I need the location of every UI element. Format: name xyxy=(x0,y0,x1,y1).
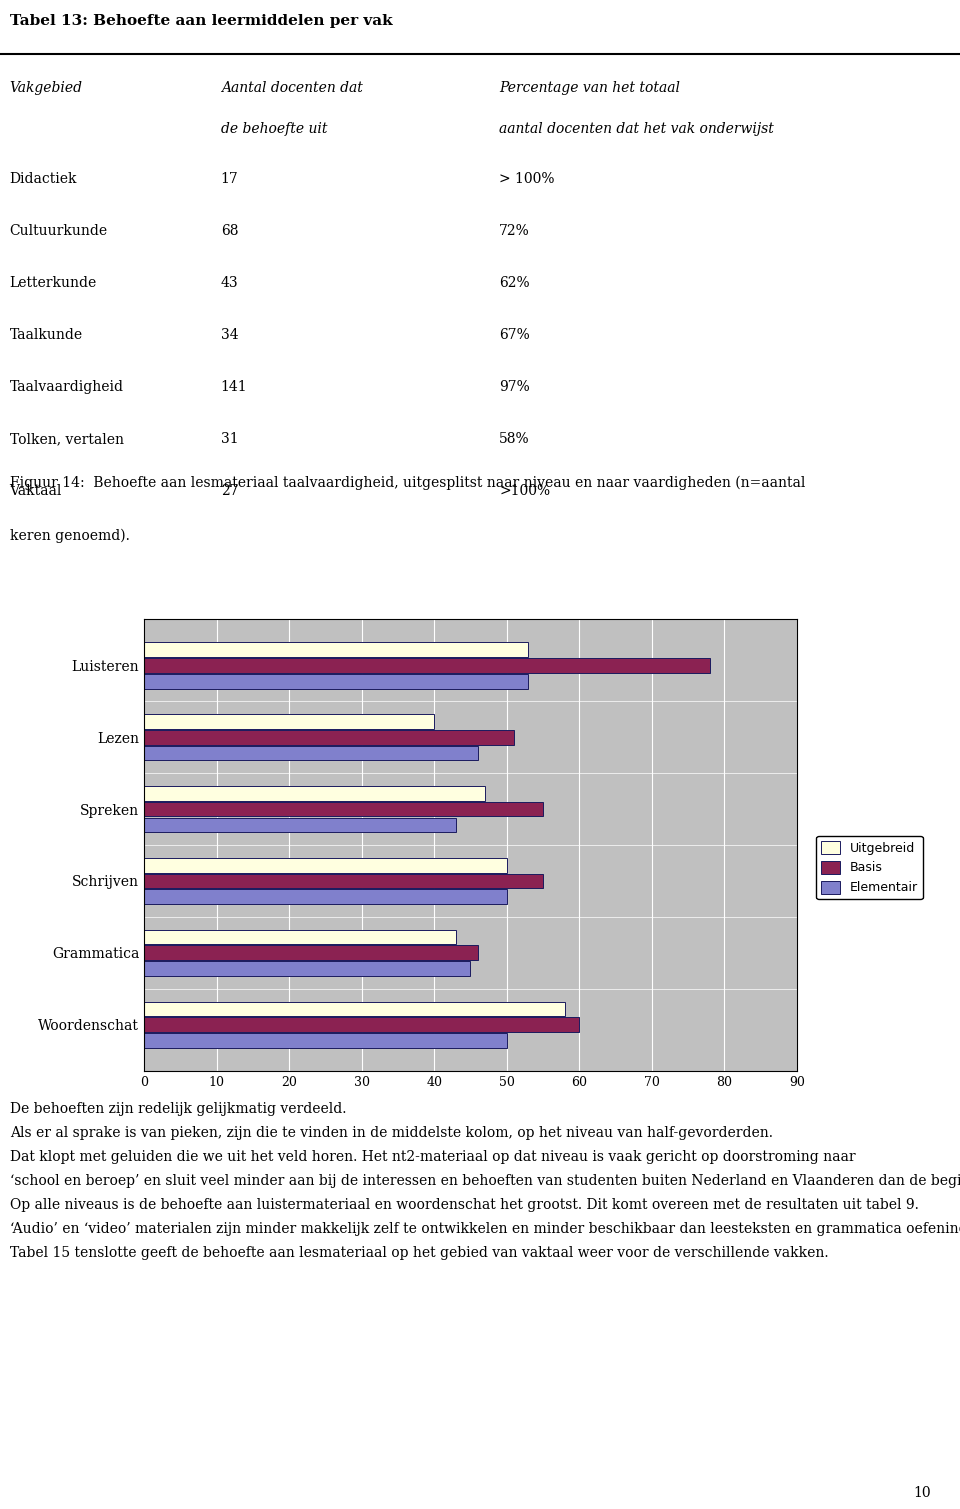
Text: 43: 43 xyxy=(221,276,238,290)
Text: De behoeften zijn redelijk gelijkmatig verdeeld.: De behoeften zijn redelijk gelijkmatig v… xyxy=(10,1102,347,1117)
Text: 141: 141 xyxy=(221,380,248,394)
Text: 10: 10 xyxy=(914,1486,931,1500)
Text: 72%: 72% xyxy=(499,225,530,238)
Text: >100%: >100% xyxy=(499,484,550,498)
Bar xyxy=(144,1002,564,1016)
Text: Vakgebied: Vakgebied xyxy=(10,81,83,95)
Text: 97%: 97% xyxy=(499,380,530,394)
Text: 34: 34 xyxy=(221,329,238,343)
Bar xyxy=(144,874,543,889)
Bar xyxy=(144,658,709,673)
Text: de behoefte uit: de behoefte uit xyxy=(221,122,327,136)
Text: 58%: 58% xyxy=(499,433,530,447)
Text: Tabel 15 tenslotte geeft de behoefte aan lesmateriaal op het gebied van vaktaal : Tabel 15 tenslotte geeft de behoefte aan… xyxy=(10,1246,828,1260)
Bar xyxy=(144,675,528,688)
Text: Als er al sprake is van pieken, zijn die te vinden in de middelste kolom, op het: Als er al sprake is van pieken, zijn die… xyxy=(10,1126,773,1141)
Bar xyxy=(144,745,478,761)
Text: Tolken, vertalen: Tolken, vertalen xyxy=(10,433,124,447)
Bar xyxy=(144,730,514,744)
Text: keren genoemd).: keren genoemd). xyxy=(10,528,130,543)
Bar xyxy=(144,801,543,816)
Text: Didactiek: Didactiek xyxy=(10,172,77,186)
Text: 31: 31 xyxy=(221,433,238,447)
Text: ‘school en beroep’ en sluit veel minder aan bij de interessen en behoeften van s: ‘school en beroep’ en sluit veel minder … xyxy=(10,1174,960,1188)
Text: 62%: 62% xyxy=(499,276,530,290)
Text: Percentage van het totaal: Percentage van het totaal xyxy=(499,81,681,95)
Text: 27: 27 xyxy=(221,484,238,498)
Text: 67%: 67% xyxy=(499,329,530,343)
Text: Letterkunde: Letterkunde xyxy=(10,276,97,290)
Bar xyxy=(144,643,528,656)
Bar xyxy=(144,889,507,904)
Bar xyxy=(144,786,485,801)
Bar xyxy=(144,857,507,872)
Text: Taalkunde: Taalkunde xyxy=(10,329,83,343)
Text: Tabel 13: Behoefte aan leermiddelen per vak: Tabel 13: Behoefte aan leermiddelen per … xyxy=(10,14,393,27)
Bar xyxy=(144,1034,507,1047)
Bar xyxy=(144,714,434,729)
Bar xyxy=(144,930,456,945)
Bar xyxy=(144,946,478,960)
Text: Cultuurkunde: Cultuurkunde xyxy=(10,225,108,238)
Text: Op alle niveaus is de behoefte aan luistermateriaal en woordenschat het grootst.: Op alle niveaus is de behoefte aan luist… xyxy=(10,1198,919,1212)
Text: Figuur 14:  Behoefte aan lesmateriaal taalvaardigheid, uitgesplitst naar niveau : Figuur 14: Behoefte aan lesmateriaal taa… xyxy=(10,475,805,490)
Legend: Uitgebreid, Basis, Elementair: Uitgebreid, Basis, Elementair xyxy=(816,836,923,899)
Text: Vaktaal: Vaktaal xyxy=(10,484,62,498)
Text: aantal docenten dat het vak onderwijst: aantal docenten dat het vak onderwijst xyxy=(499,122,774,136)
Text: 68: 68 xyxy=(221,225,238,238)
Text: Aantal docenten dat: Aantal docenten dat xyxy=(221,81,363,95)
Text: > 100%: > 100% xyxy=(499,172,555,186)
Text: Dat klopt met geluiden die we uit het veld horen. Het nt2-materiaal op dat nivea: Dat klopt met geluiden die we uit het ve… xyxy=(10,1150,855,1163)
Bar xyxy=(144,961,470,976)
Text: ‘Audio’ en ‘video’ materialen zijn minder makkelijk zelf te ontwikkelen en minde: ‘Audio’ en ‘video’ materialen zijn minde… xyxy=(10,1222,960,1236)
Bar xyxy=(144,818,456,833)
Text: Taalvaardigheid: Taalvaardigheid xyxy=(10,380,124,394)
Bar xyxy=(144,1017,579,1032)
Text: 17: 17 xyxy=(221,172,238,186)
